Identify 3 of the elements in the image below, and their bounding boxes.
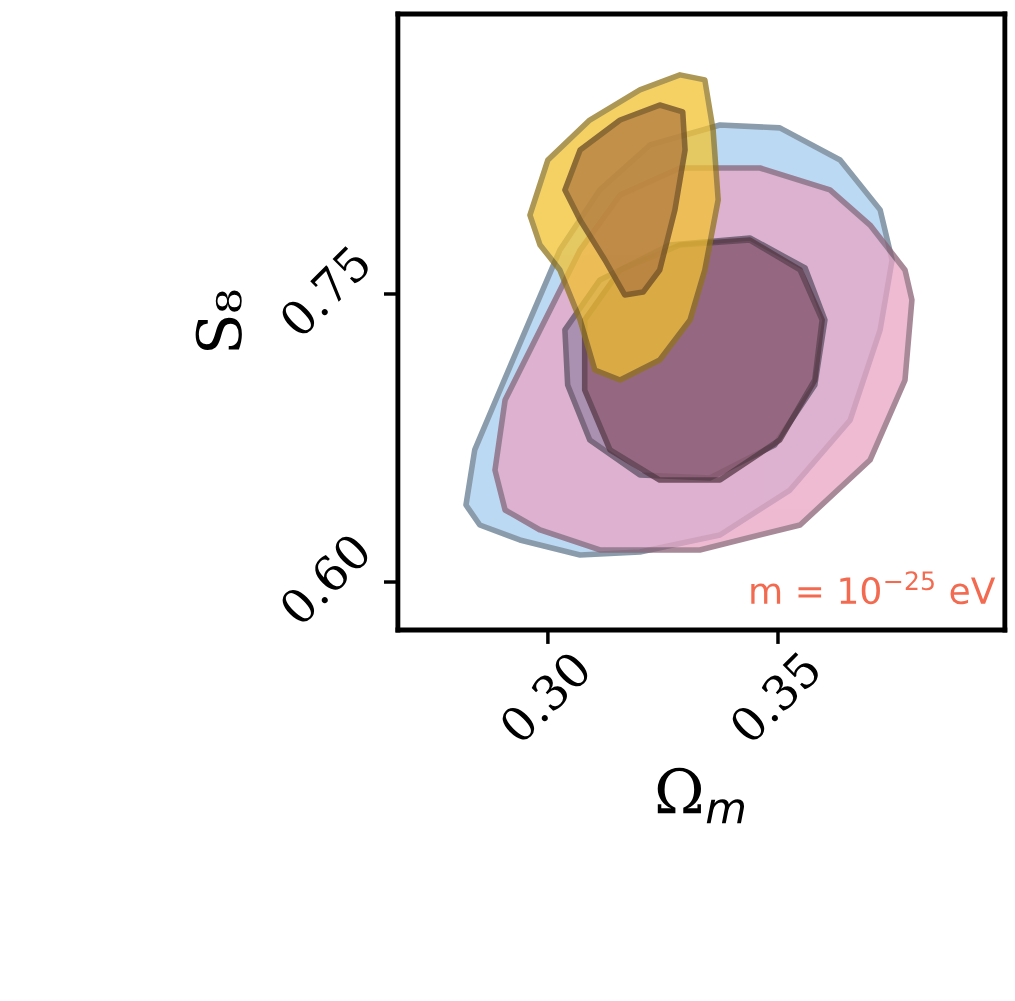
x-axis-title: Ω$_{m}$ bbox=[657, 767, 744, 824]
y-axis-title: S₈ bbox=[195, 290, 242, 351]
annotation: m = 10$^{−25}$ eV bbox=[751, 571, 996, 605]
